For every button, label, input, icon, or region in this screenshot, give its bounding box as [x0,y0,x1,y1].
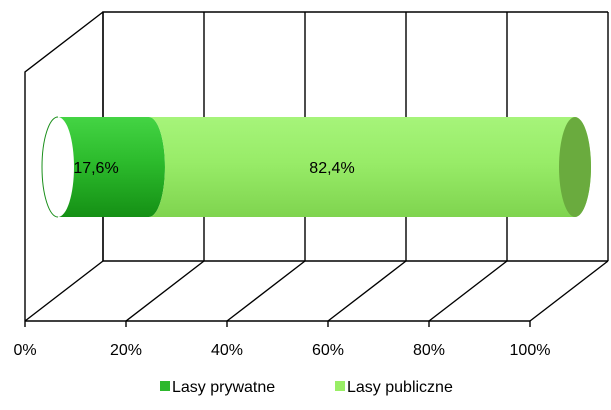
legend-swatch [160,381,170,391]
data-label: 82,4% [309,160,354,177]
tick-label: 80% [413,342,445,359]
tick-label: 40% [211,342,243,359]
gridline-floor [125,260,205,322]
gridline-floor [226,260,306,322]
legend-swatch [335,381,345,391]
chart-bars: 17,6% 82,4% [41,116,591,218]
gridline-floor [327,260,407,322]
gridline-floor [529,260,609,322]
gridline-floor [24,260,104,322]
bar-segment [58,117,165,217]
x-axis-ticks: 0% 20% 40% 60% 80% 100% [13,342,550,359]
legend-label: Lasy prywatne [172,379,275,396]
legend-label: Lasy publiczne [347,379,453,396]
tick-label: 60% [312,342,344,359]
legend: Lasy prywatne Lasy publiczne [160,379,453,396]
data-label: 17,6% [73,160,118,177]
tick-label: 0% [13,342,36,359]
tick-label: 20% [110,342,142,359]
tick-label: 100% [510,342,551,359]
bar-segment [148,117,591,217]
gridline-floor [428,260,508,322]
side-wall-edge [24,11,104,321]
bar-start-edge [41,116,59,218]
bar-end-cap [559,117,591,217]
